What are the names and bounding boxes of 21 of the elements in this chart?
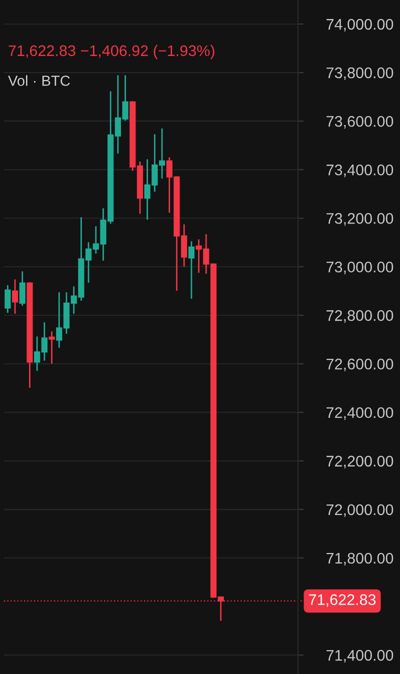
- ref-line-label: 71,622.83: [309, 594, 376, 607]
- candlestick: [188, 241, 194, 299]
- y-tick-label: 71,400.00: [326, 650, 394, 663]
- y-tick-label: 72,800.00: [326, 310, 394, 323]
- y-tick-label: 72,200.00: [326, 456, 394, 468]
- y-tick-label: 73,600.00: [326, 116, 394, 129]
- y-tick-label: 72,400.00: [326, 407, 394, 420]
- candlestick: [4, 285, 11, 313]
- text: 71,622.83 −1,406.92 (−1.93%): [8, 44, 214, 60]
- y-tick-label: 71,800.00: [326, 552, 394, 566]
- candlestick: [12, 279, 18, 314]
- annotation: Vol · BTC: [8, 75, 70, 86]
- y-tick-label: 74,000.00: [326, 18, 394, 32]
- candlestick: [48, 331, 55, 364]
- y-tick-label: 73,400.00: [326, 164, 394, 178]
- y-tick-label: 73,200.00: [326, 213, 394, 226]
- y-tick-label: 72,000.00: [326, 504, 394, 517]
- y-tick-label: 72,600.00: [326, 358, 394, 372]
- y-tick-label: 73,000.00: [326, 262, 394, 274]
- y-tick-label: 73,800.00: [326, 67, 394, 80]
- candlestick: [19, 271, 26, 306]
